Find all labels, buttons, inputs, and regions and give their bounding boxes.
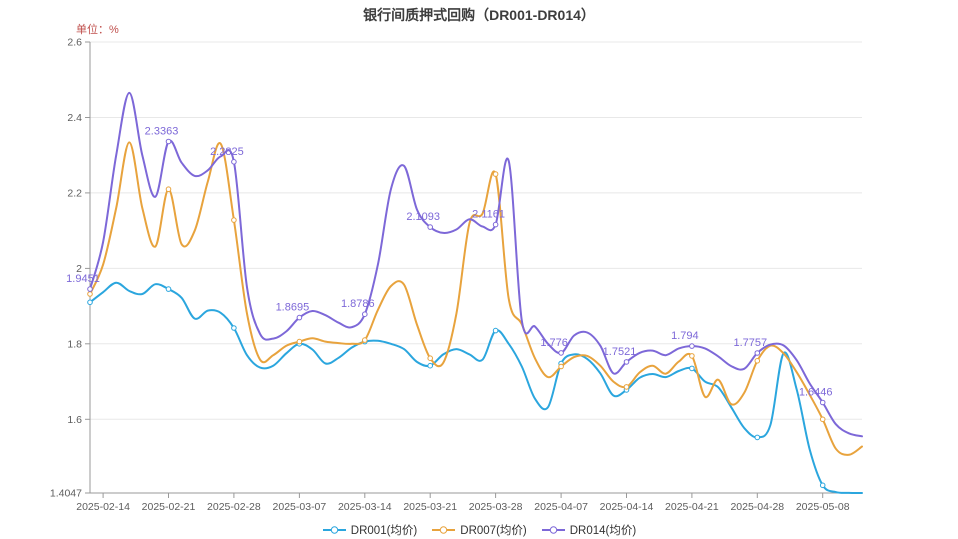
data-point-marker-dr001[interactable] <box>754 434 761 441</box>
y-tick-label: 2 <box>76 263 82 275</box>
legend-line-icon <box>322 525 346 534</box>
data-point-marker-dr014[interactable] <box>623 359 630 365</box>
x-tick-label: 2025-04-21 <box>665 501 719 513</box>
y-tick-label: 2.6 <box>67 37 82 49</box>
data-point-marker-dr001[interactable] <box>819 482 826 489</box>
data-point-marker-dr007[interactable] <box>689 353 695 359</box>
series-line-dr001[interactable] <box>89 281 863 495</box>
data-point-marker-dr014[interactable] <box>296 314 303 321</box>
legend-label: DR014(均价) <box>569 524 637 537</box>
x-tick-label: 2025-03-07 <box>273 501 327 513</box>
data-point-marker-dr007[interactable] <box>427 355 434 362</box>
data-point-marker-dr001[interactable] <box>87 299 93 306</box>
value-annotation: 1.794 <box>671 330 699 342</box>
data-point-marker-dr014[interactable] <box>87 286 93 292</box>
data-point-marker-dr001[interactable] <box>689 365 695 372</box>
value-annotation: 1.7757 <box>733 337 767 349</box>
y-tick-label: 1.4047 <box>50 488 82 500</box>
series-line-dr007[interactable] <box>89 141 863 456</box>
data-point-marker-dr007[interactable] <box>362 337 368 343</box>
x-tick-label: 2025-02-28 <box>207 501 261 513</box>
y-tick-label: 2.4 <box>67 112 82 124</box>
legend-item-DR007(均价)[interactable]: DR007(均价) <box>431 522 527 538</box>
value-annotation: 1.6446 <box>799 387 833 399</box>
legend-item-DR001(均价)[interactable]: DR001(均价) <box>322 522 417 538</box>
x-tick-label: 2025-03-28 <box>469 501 523 513</box>
data-point-marker-dr014[interactable] <box>231 159 237 165</box>
x-tick-label: 2025-04-14 <box>600 501 654 513</box>
x-tick-label: 2025-04-28 <box>730 501 784 513</box>
legend-label: DR001(均价) <box>350 524 418 537</box>
data-point-marker-dr014[interactable] <box>754 350 761 356</box>
value-annotation: 1.7521 <box>603 346 637 358</box>
value-annotation: 1.9451 <box>66 273 100 285</box>
data-point-marker-dr014[interactable] <box>558 350 564 356</box>
y-tick-label: 1.6 <box>67 414 82 426</box>
data-point-marker-dr014[interactable] <box>427 224 434 230</box>
value-annotation: 2.2825 <box>210 146 244 158</box>
value-annotation: 2.1161 <box>472 209 505 221</box>
y-tick-label: 1.8 <box>67 338 82 350</box>
data-point-marker-dr007[interactable] <box>558 363 564 370</box>
data-point-marker-dr007[interactable] <box>492 171 499 177</box>
legend-item-DR014(均价)[interactable]: DR014(均价) <box>541 522 636 538</box>
data-point-marker-dr007[interactable] <box>754 358 761 364</box>
data-point-marker-dr007[interactable] <box>165 186 172 192</box>
data-point-marker-dr014[interactable] <box>165 138 172 145</box>
data-point-marker-dr014[interactable] <box>492 221 499 228</box>
value-annotation: 1.8695 <box>276 302 310 314</box>
data-point-marker-dr014[interactable] <box>689 343 695 349</box>
x-tick-label: 2025-03-14 <box>338 501 392 513</box>
x-tick-label: 2025-02-21 <box>142 501 196 513</box>
unit-label: 单位：% <box>76 24 119 36</box>
chart-title: 银行间质押式回购（DR001-DR014） <box>363 7 595 23</box>
x-tick-label: 2025-05-08 <box>796 501 850 513</box>
series-line-dr014[interactable] <box>89 91 863 438</box>
data-point-marker-dr001[interactable] <box>231 325 237 331</box>
legend-label: DR007(均价) <box>460 524 527 537</box>
data-point-marker-dr001[interactable] <box>427 362 434 369</box>
legend: DR001(均价) DR007(均价) DR014(均价) <box>0 520 958 539</box>
data-point-marker-dr007[interactable] <box>296 338 303 345</box>
x-tick-label: 2025-04-07 <box>534 501 588 513</box>
x-tick-label: 2025-02-14 <box>76 501 130 513</box>
data-point-marker-dr007[interactable] <box>623 384 630 390</box>
data-point-marker-dr001[interactable] <box>165 286 172 292</box>
data-point-marker-dr007[interactable] <box>819 416 826 423</box>
data-point-marker-dr001[interactable] <box>492 327 499 334</box>
data-point-marker-dr007[interactable] <box>231 217 237 223</box>
value-annotation: 1.776 <box>540 337 568 349</box>
data-point-marker-dr014[interactable] <box>362 311 368 318</box>
value-annotation: 2.3363 <box>145 126 179 138</box>
y-tick-label: 2.2 <box>67 187 82 199</box>
value-annotation: 1.8786 <box>341 298 375 310</box>
legend-line-icon <box>432 525 456 534</box>
data-point-marker-dr014[interactable] <box>819 399 826 406</box>
x-tick-label: 2025-03-21 <box>403 501 457 513</box>
legend-line-icon <box>541 525 565 534</box>
value-annotation: 2.1093 <box>406 211 440 223</box>
data-point-marker-dr007[interactable] <box>87 291 93 297</box>
